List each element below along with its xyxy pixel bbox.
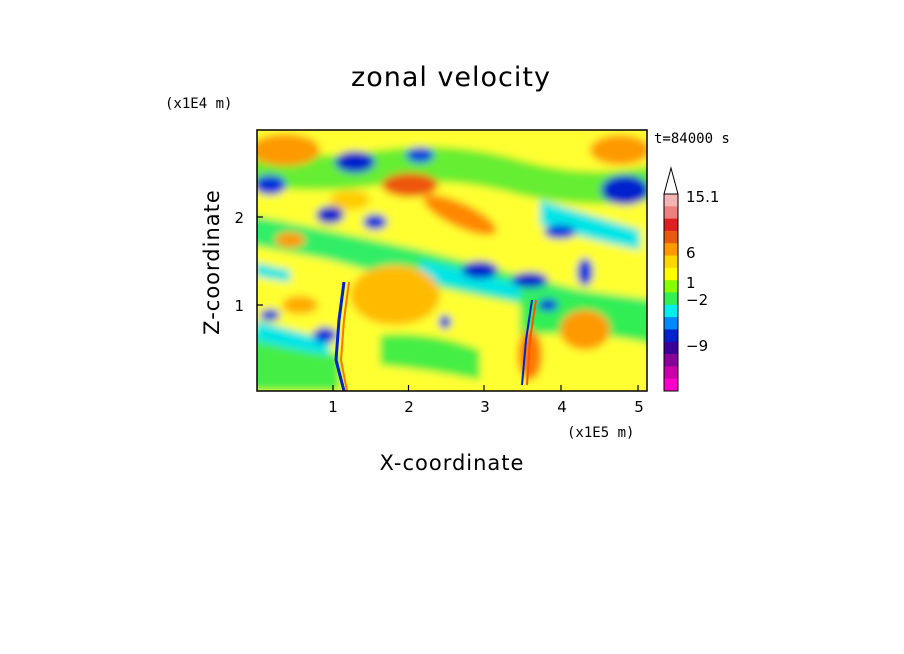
colorbar-swatch: [664, 317, 678, 330]
contour-field: [257, 130, 647, 391]
x-axis-label: X-coordinate: [380, 451, 525, 475]
field-front: [339, 281, 350, 391]
field-blob: [560, 310, 610, 350]
x-tick-label: 3: [480, 398, 490, 416]
colorbar-label: −2: [686, 291, 708, 309]
colorbar-swatch: [664, 218, 678, 232]
x-tick-marks: [332, 385, 639, 391]
colorbar-label: −9: [686, 337, 708, 355]
colorbar-swatch: [664, 378, 678, 392]
x-tick-label: 2: [404, 398, 414, 416]
y-tick-marks: [257, 216, 263, 306]
colorbar-swatch: [664, 304, 678, 318]
field-blob: [462, 261, 498, 279]
field-front: [334, 281, 346, 391]
x-unit-label: (x1E5 m): [567, 425, 634, 441]
field-blob: [601, 175, 647, 205]
field-blob: [282, 296, 318, 314]
field-blob: [350, 265, 440, 325]
colorbar-frame: [663, 193, 679, 392]
colorbar-swatch: [664, 243, 678, 257]
colorbar-swatch: [664, 267, 678, 281]
colorbar-label: 15.1: [686, 188, 719, 206]
field-blob: [335, 151, 375, 173]
colorbar-swatch: [664, 329, 678, 343]
field-blob: [363, 214, 387, 230]
colorbar-label: 6: [686, 244, 696, 262]
field-blob: [423, 194, 497, 236]
colorbar-swatch: [664, 255, 678, 269]
y-tick-label: 1: [234, 297, 244, 315]
plot-frame: [256, 129, 648, 392]
colorbar: [663, 166, 679, 392]
colorbar-label: 1: [686, 274, 696, 292]
colorbar-swatch: [664, 230, 678, 244]
field-blob: [257, 175, 286, 195]
field-band: [380, 334, 480, 380]
y-axis-label: Z-coordinate: [200, 189, 224, 335]
time-label: t=84000 s: [654, 131, 730, 147]
field-blob: [330, 190, 370, 210]
field-blob: [590, 135, 647, 165]
x-tick-label: 4: [557, 398, 567, 416]
field-blob: [439, 315, 451, 329]
y-unit-label: (x1E4 m): [165, 96, 232, 112]
colorbar-swatch: [664, 280, 678, 293]
field-blob: [544, 225, 576, 239]
field-blob: [538, 299, 558, 311]
colorbar-swatch: [664, 206, 678, 220]
colorbar-swatch: [664, 292, 678, 306]
y-tick-label: 2: [234, 209, 244, 227]
field-layers: [257, 130, 647, 391]
field-blob: [257, 134, 320, 166]
field-band: [257, 320, 330, 355]
field-blob: [260, 309, 280, 321]
field-blob: [275, 232, 305, 248]
colorbar-arrow: [663, 166, 679, 195]
field-band: [257, 262, 290, 282]
colorbar-swatch: [664, 354, 678, 367]
colorbar-swatch: [664, 366, 678, 380]
x-tick-label: 5: [634, 398, 644, 416]
field-band: [420, 260, 520, 300]
field-blob: [382, 173, 438, 197]
colorbar-swatch: [664, 341, 678, 355]
field-front: [521, 299, 533, 386]
x-tick-label: 1: [328, 398, 338, 416]
field-blob: [577, 258, 593, 286]
colorbar-swatch: [664, 194, 678, 207]
field-blob: [406, 147, 434, 163]
field-band: [257, 332, 340, 391]
field-blob: [313, 327, 337, 343]
field-blob: [316, 206, 344, 224]
field-blob: [512, 272, 548, 288]
chart-title: zonal velocity: [351, 62, 551, 93]
field-front: [526, 299, 537, 386]
field-band: [540, 200, 640, 250]
